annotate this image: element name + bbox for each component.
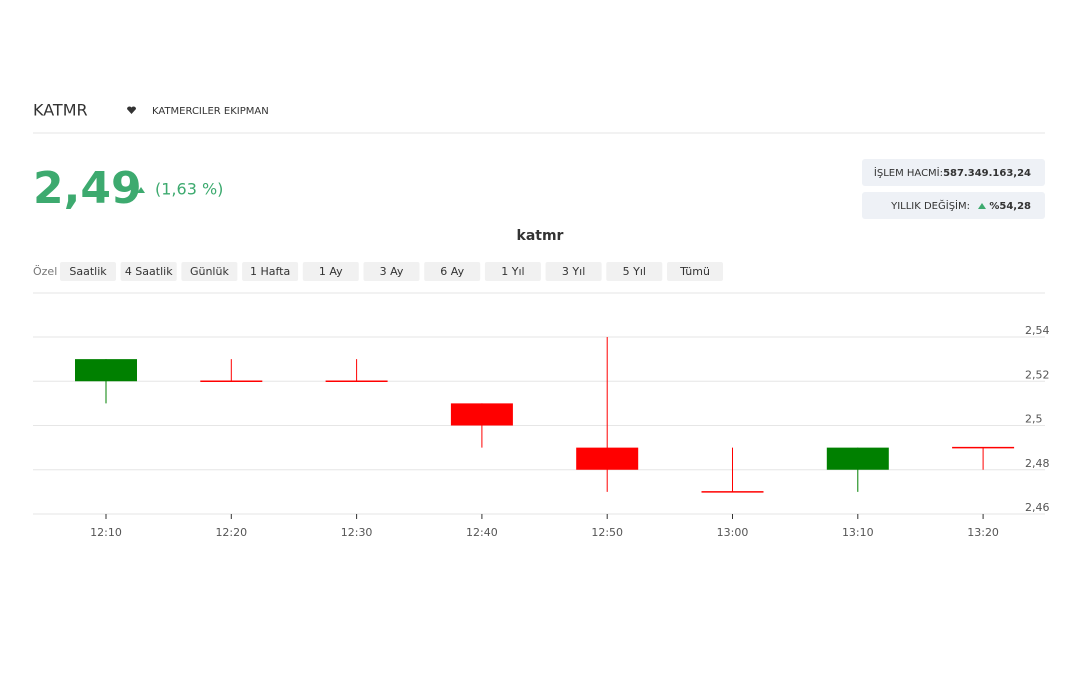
candle-body bbox=[826, 447, 889, 470]
x-tick-label: 12:50 bbox=[591, 526, 623, 539]
period-button-label[interactable]: Günlük bbox=[190, 265, 229, 278]
x-tick-label: 12:10 bbox=[90, 526, 122, 539]
x-tick-label: 12:30 bbox=[341, 526, 373, 539]
period-button[interactable] bbox=[60, 262, 116, 281]
stat-label: YILLIK DEĞİŞİM: bbox=[890, 199, 970, 212]
x-tick-label: 12:40 bbox=[466, 526, 498, 539]
period-button[interactable] bbox=[545, 262, 602, 281]
price: 2,49 bbox=[33, 163, 142, 214]
x-tick-label: 12:20 bbox=[215, 526, 247, 539]
period-button-label[interactable]: 1 Yıl bbox=[501, 265, 524, 278]
price-change: (1,63 %) bbox=[155, 180, 223, 199]
period-button[interactable] bbox=[424, 262, 481, 281]
period-button[interactable] bbox=[667, 262, 723, 281]
stat-box bbox=[862, 159, 1045, 186]
candle-body bbox=[75, 359, 137, 382]
x-tick-label: 13:00 bbox=[717, 526, 749, 539]
period-button-label[interactable]: 3 Yıl bbox=[562, 265, 585, 278]
y-tick-label: 2,48 bbox=[1025, 457, 1050, 470]
period-button-label[interactable]: 4 Saatlik bbox=[125, 265, 173, 278]
period-button[interactable] bbox=[120, 262, 177, 281]
chart-title: katmr bbox=[517, 228, 564, 244]
period-button-label[interactable]: 5 Yıl bbox=[623, 265, 646, 278]
candle-body bbox=[450, 403, 513, 426]
period-button-label[interactable]: Saatlik bbox=[69, 265, 107, 278]
stat-value: %54,28 bbox=[989, 201, 1031, 212]
x-tick-label: 13:20 bbox=[967, 526, 999, 539]
period-button[interactable] bbox=[606, 262, 663, 281]
y-tick-label: 2,5 bbox=[1025, 413, 1043, 426]
period-button-label[interactable]: Tümü bbox=[679, 265, 710, 278]
y-tick-label: 2,46 bbox=[1025, 501, 1050, 514]
up-arrow bbox=[978, 203, 986, 209]
period-button-label[interactable]: 1 Ay bbox=[319, 265, 343, 278]
stat-value: 587.349.163,24 bbox=[943, 168, 1031, 179]
period-button-label[interactable]: 6 Ay bbox=[440, 265, 464, 278]
period-button[interactable] bbox=[242, 262, 299, 281]
x-tick-label: 13:10 bbox=[842, 526, 874, 539]
y-tick-label: 2,52 bbox=[1025, 368, 1050, 381]
up-arrow bbox=[137, 187, 145, 193]
period-button[interactable] bbox=[363, 262, 420, 281]
stat-label: İŞLEM HACMİ: bbox=[874, 166, 943, 179]
period-button-label[interactable]: 1 Hafta bbox=[250, 265, 290, 278]
y-tick-label: 2,54 bbox=[1025, 324, 1050, 337]
period-button[interactable] bbox=[302, 262, 359, 281]
candle-body bbox=[576, 447, 639, 470]
dropdown-icon[interactable] bbox=[127, 106, 136, 114]
company-name: KATMERCILER EKIPMAN bbox=[152, 106, 269, 117]
stat-box bbox=[862, 192, 1045, 219]
period-button[interactable] bbox=[181, 262, 238, 281]
period-button-label[interactable]: 3 Ay bbox=[380, 265, 404, 278]
period-button[interactable] bbox=[484, 262, 541, 281]
symbol: KATMR bbox=[33, 101, 88, 120]
period-label: Özel bbox=[33, 265, 57, 278]
